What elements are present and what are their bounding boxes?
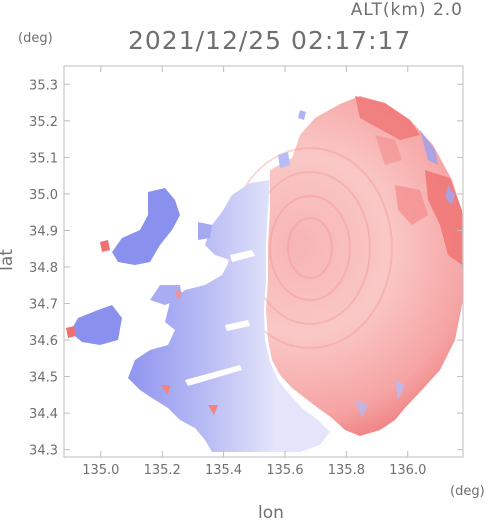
no-echo-streak: [230, 250, 255, 262]
approaching-cell: [150, 285, 182, 305]
approaching-region: [128, 180, 330, 452]
y-tick-label: 35.0: [29, 188, 58, 203]
y-tick-label: 34.5: [29, 371, 58, 386]
receding-speckle: [160, 385, 170, 395]
y-tick-label: 34.7: [29, 298, 58, 313]
mixed-patch: [355, 400, 368, 418]
approaching-cell: [112, 188, 180, 265]
y-tick-label: 34.8: [29, 261, 58, 276]
x-tick-label: 136.0: [389, 463, 426, 478]
x-tick-label: 135.2: [144, 463, 181, 478]
receding-speckle: [100, 240, 110, 252]
altitude-label: ALT(km) 2.0: [350, 0, 463, 20]
receding-strong-edge: [355, 96, 420, 140]
mixed-patch: [395, 380, 405, 400]
y-tick-label: 34.9: [29, 224, 58, 239]
y-tick-label: 34.6: [29, 334, 58, 349]
timestamp-title: 2021/12/25 02:17:17: [128, 26, 412, 55]
receding-strong-edge: [395, 185, 428, 225]
receding-strong-edge: [375, 135, 402, 165]
x-tick-label: 135.8: [328, 463, 365, 478]
receding-speckle: [175, 290, 182, 300]
y-tick-label: 35.3: [29, 78, 58, 93]
y-tick-label: 34.3: [29, 444, 58, 459]
velocity-field: [66, 96, 463, 452]
no-echo-streak: [185, 365, 242, 386]
approaching-cell: [70, 305, 122, 345]
plot-frame: [63, 65, 464, 458]
receding-region: [266, 96, 463, 436]
mixed-patch: [445, 185, 455, 205]
receding-speckle: [66, 326, 76, 338]
x-unit-label: (deg): [450, 484, 485, 499]
approaching-cell: [298, 110, 306, 120]
receding-speckle: [208, 405, 218, 415]
y-ticks: 34.3 34.4 34.5 34.6 34.7 34.8 34.9 35.0 35.1 35.2…: [29, 78, 463, 459]
no-echo-streak: [225, 320, 250, 331]
y-tick-label: 35.2: [29, 115, 58, 130]
y-tick-label: 35.1: [29, 151, 58, 166]
x-tick-label: 135.0: [82, 463, 119, 478]
y-tick-label: 34.4: [29, 407, 58, 422]
x-tick-label: 135.4: [205, 463, 242, 478]
x-ticks: 135.0 135.2 135.4 135.6 135.8 136.0: [82, 66, 426, 478]
approaching-cell: [278, 152, 290, 168]
x-axis-label: lon: [258, 503, 284, 523]
approaching-cell: [198, 222, 212, 240]
mixed-patch: [420, 130, 438, 165]
x-tick-label: 135.6: [266, 463, 303, 478]
y-unit-label: (deg): [18, 31, 53, 46]
